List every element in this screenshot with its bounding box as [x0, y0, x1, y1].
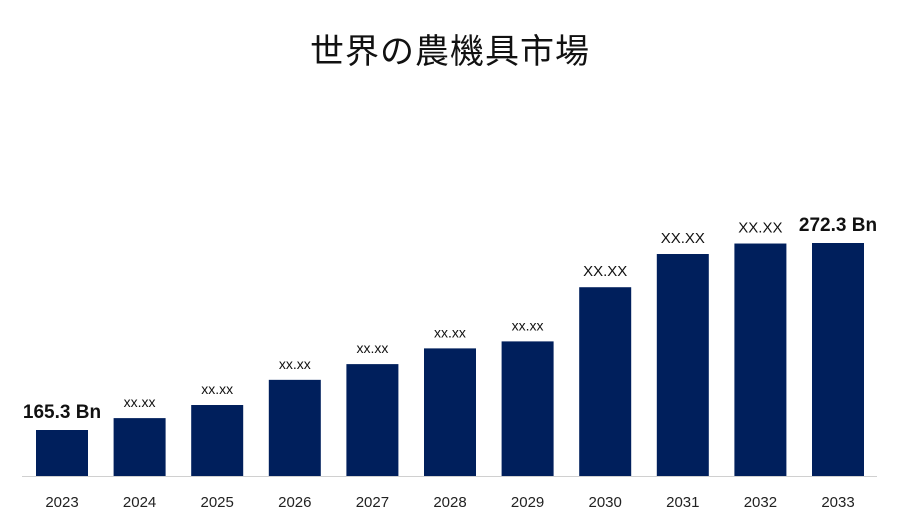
bars-group — [36, 243, 864, 476]
x-tick-2027: 2027 — [356, 494, 389, 511]
bar-2026 — [268, 379, 321, 476]
data-label-2031: XX.XX — [661, 230, 705, 247]
data-label-2033: 272.3 Bn — [799, 215, 877, 236]
x-tick-2029: 2029 — [511, 494, 544, 511]
bar-2031 — [656, 254, 709, 476]
x-tick-2030: 2030 — [589, 494, 622, 511]
x-tick-2026: 2026 — [278, 494, 311, 511]
bar-2024 — [113, 418, 166, 476]
bar-2032 — [734, 243, 787, 476]
data-label-2026: xx.xx — [279, 356, 311, 372]
data-label-2023: 165.3 Bn — [23, 402, 101, 423]
data-label-2027: xx.xx — [356, 340, 388, 356]
data-label-2030: XX.XX — [583, 263, 627, 280]
data-label-2032: XX.XX — [738, 220, 782, 237]
bar-2030 — [579, 287, 632, 476]
data-labels-group: 165.3 Bn xx.xx xx.xx xx.xx xx.xx xx.xx xx.xx XX… — [23, 215, 877, 423]
bar-2027 — [346, 364, 399, 476]
bar-2025 — [191, 405, 244, 476]
bar-2023 — [36, 430, 88, 476]
x-tick-labels-group: 2023 2024 2025 2026 2027 2028 2029 2030 2031 2032… — [45, 494, 854, 511]
bar-2033 — [812, 243, 864, 476]
chart-title: 世界の農機具市場 — [310, 32, 590, 72]
data-label-2025: xx.xx — [201, 381, 233, 397]
x-tick-2031: 2031 — [666, 494, 699, 511]
bar-2029 — [501, 341, 554, 476]
data-label-2029: xx.xx — [512, 317, 544, 333]
x-tick-2028: 2028 — [433, 494, 466, 511]
data-label-2024: xx.xx — [124, 394, 156, 410]
x-tick-2032: 2032 — [744, 494, 777, 511]
x-tick-2025: 2025 — [201, 494, 234, 511]
x-tick-2033: 2033 — [821, 494, 854, 511]
x-tick-2024: 2024 — [123, 494, 156, 511]
x-tick-2023: 2023 — [45, 494, 78, 511]
bar-2028 — [424, 348, 476, 476]
data-label-2028: xx.xx — [434, 324, 466, 340]
